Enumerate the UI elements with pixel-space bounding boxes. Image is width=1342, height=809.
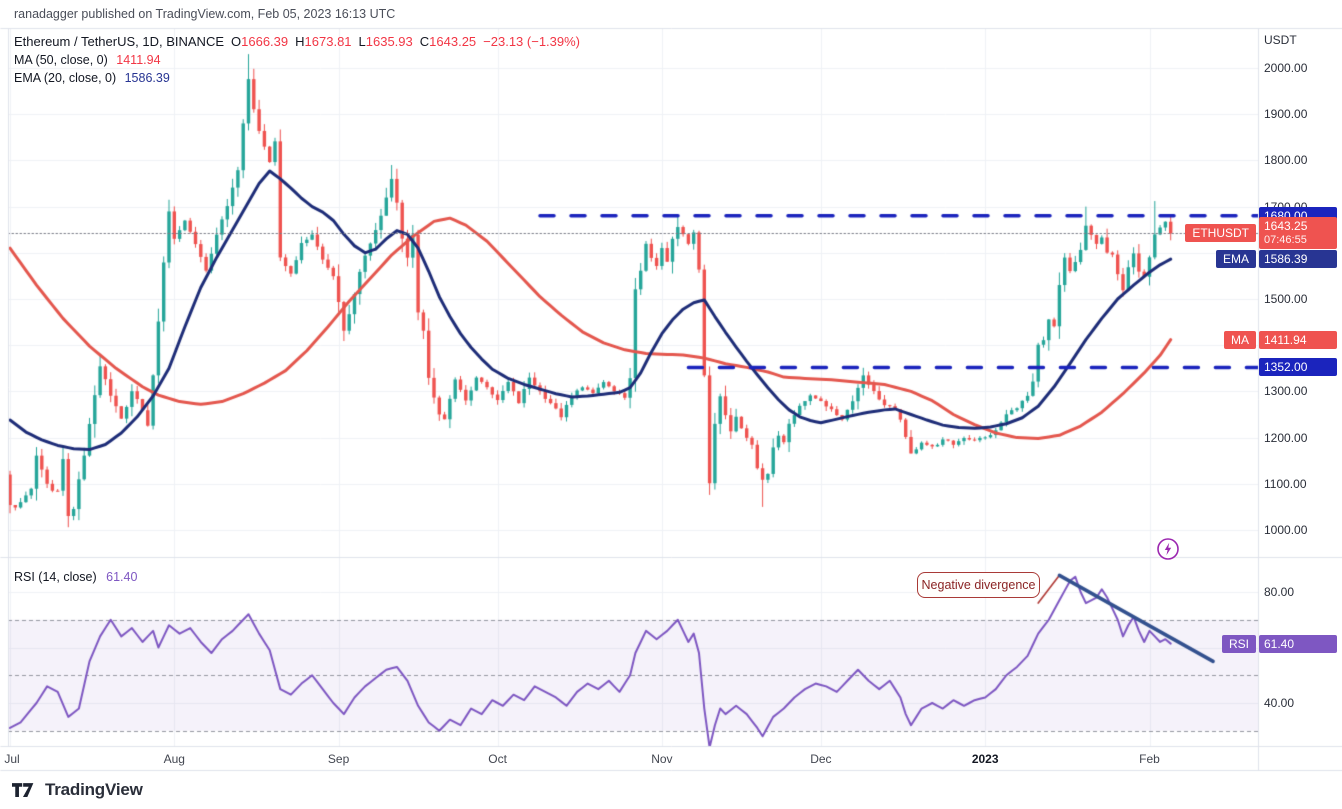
time-axis-label-sep: Sep bbox=[327, 752, 350, 766]
publish-attribution: ranadagger published on TradingView.com,… bbox=[14, 7, 396, 21]
rsi-price-badge: 61.40 bbox=[1259, 634, 1337, 653]
ohlc-key: H bbox=[295, 34, 305, 49]
ma-label: MA (50, close, 0) bbox=[14, 53, 108, 67]
flash-idea-icon[interactable] bbox=[1156, 537, 1180, 561]
ohlc-value: 1635.93 bbox=[365, 34, 413, 49]
legend-row-ma: MA (50, close, 0) 1411.94 bbox=[14, 51, 580, 69]
rsi-axis-tick: 40.00 bbox=[1264, 696, 1295, 710]
price-axis-currency: USDT bbox=[1264, 33, 1297, 47]
time-axis-label-nov: Nov bbox=[651, 752, 673, 766]
time-axis-label-oct: Oct bbox=[488, 752, 507, 766]
rsi-value: 61.40 bbox=[106, 570, 138, 584]
ohlc-key: O bbox=[231, 34, 242, 49]
symbol-price-price-badge: 1643.25 07:46:55 bbox=[1259, 216, 1337, 249]
ohlc-value: 1666.39 bbox=[241, 34, 289, 49]
ema-price-badge: 1586.39 bbox=[1259, 250, 1337, 269]
price-axis-tick: 1000.00 bbox=[1264, 523, 1308, 537]
countdown-timer: 07:46:55 bbox=[1264, 233, 1307, 246]
rsi-tag-badge: RSI bbox=[1221, 634, 1256, 653]
symbol-price-tag-badge: ETHUSDT bbox=[1185, 223, 1256, 242]
rsi-axis-tick: 80.00 bbox=[1264, 585, 1295, 599]
legend-row-ema: EMA (20, close, 0) 1586.39 bbox=[14, 69, 580, 87]
change-value: −23.13 (−1.39%) bbox=[483, 34, 581, 49]
footer-brand: TradingView bbox=[12, 780, 143, 800]
tradingview-brand-text: TradingView bbox=[45, 780, 143, 799]
legend-row-symbol: Ethereum / TetherUS, 1D, BINANCE O1666.39… bbox=[14, 33, 580, 51]
ohlc-key: L bbox=[358, 34, 366, 49]
support-level-price-badge: 1352.00 bbox=[1259, 358, 1337, 377]
ohlc-key: C bbox=[419, 34, 430, 49]
ema-tag-badge: EMA bbox=[1215, 250, 1256, 269]
ma-value: 1411.94 bbox=[116, 53, 161, 67]
time-axis-label-jul: Jul bbox=[4, 752, 20, 766]
price-axis-tick: 1100.00 bbox=[1264, 476, 1307, 491]
ma-price-badge: 1411.94 bbox=[1259, 330, 1337, 349]
price-axis-tick: 2000.00 bbox=[1264, 61, 1308, 75]
time-axis-label-feb: Feb bbox=[1139, 752, 1160, 766]
ohlc-value: 1643.25 bbox=[429, 34, 477, 49]
tradingview-logo-icon bbox=[12, 782, 34, 797]
price-axis-tick: 1500.00 bbox=[1264, 292, 1308, 306]
time-axis-label-aug: Aug bbox=[163, 752, 185, 766]
price-axis-tick: 1900.00 bbox=[1264, 107, 1308, 122]
rsi-legend: RSI (14, close) 61.40 bbox=[14, 570, 137, 584]
ma-tag-badge: MA bbox=[1224, 330, 1256, 349]
ema-label: EMA (20, close, 0) bbox=[14, 71, 117, 85]
rsi-label: RSI (14, close) bbox=[14, 570, 97, 584]
price-axis-tick: 1300.00 bbox=[1264, 384, 1308, 399]
ema-value: 1586.39 bbox=[124, 71, 170, 85]
time-axis-label-2023: 2023 bbox=[971, 752, 999, 766]
ohlc-value: 1673.81 bbox=[304, 34, 352, 49]
negative-divergence-callout[interactable]: Negative divergence bbox=[917, 572, 1040, 598]
price-legend: Ethereum / TetherUS, 1D, BINANCE O1666.39… bbox=[14, 33, 580, 87]
price-axis-tick: 1800.00 bbox=[1264, 153, 1308, 168]
symbol-title: Ethereum / TetherUS, 1D, BINANCE bbox=[14, 34, 225, 49]
price-axis-tick: 1200.00 bbox=[1264, 430, 1308, 445]
time-axis-label-dec: Dec bbox=[810, 752, 832, 766]
